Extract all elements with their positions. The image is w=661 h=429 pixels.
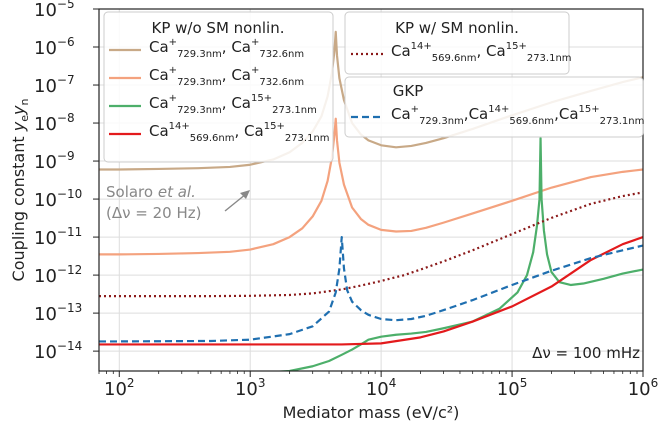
series-line-green (271, 137, 643, 371)
solaro-annotation: Solaro et al. (Δν = 20 Hz) (106, 183, 250, 222)
y-tick-label-7: 10−7 (34, 73, 75, 97)
legend-kp-without-sm: KP w/o SM nonlin. Ca+729.3nm, Ca+732.6nm… (103, 11, 334, 163)
legend2-box (344, 11, 570, 75)
annotation-arrowhead (240, 190, 250, 199)
x-tick-label-1: 103 (235, 376, 266, 400)
legend1-entry-0: Ca+729.3nm, Ca+732.6nm (149, 37, 304, 60)
y-tick-label-4: 10−10 (34, 187, 82, 211)
x-tick-label-3: 105 (497, 376, 528, 400)
legend1-entry-3: Ca14+569.6nm, Ca15+273.1nm (149, 121, 330, 144)
legend1-entry-1: Ca+729.3nm, Ca+732.6nm (149, 65, 304, 88)
legend3-title: GKP (393, 82, 424, 100)
y-tick-label-2: 10−12 (34, 263, 82, 287)
plot-frame (98, 8, 644, 372)
y-tick-label-1: 10−13 (34, 301, 82, 325)
legend-kp-with-sm: KP w/ SM nonlin. Ca14+569.6nm, Ca15+273.… (344, 11, 572, 75)
series-line-red (99, 236, 643, 346)
y-axis: 10−14 10−13 10−12 10−11 10−10 10−9 10−8 10−7 10−… (34, 0, 99, 363)
x-axis-label: Mediator mass (eV/c²) (283, 403, 460, 422)
legend1-title: KP w/o SM nonlin. (152, 19, 285, 37)
y-tick-label-5: 10−9 (34, 149, 75, 173)
legend3-box (344, 76, 644, 138)
delta-nu-label: Δν = 100 mHz (532, 344, 640, 362)
legend2-entry-0: Ca14+569.6nm, Ca15+273.1nm (391, 41, 572, 64)
y-axis-label: Coupling constant yeyn (9, 99, 31, 282)
x-tick-label-0: 102 (104, 376, 135, 400)
y-tick-label-3: 10−11 (34, 225, 82, 249)
x-axis: 102 103 104 105 106 (98, 371, 659, 400)
annotation-line1: Solaro et al. (106, 183, 196, 201)
legend-gkp: GKP Ca+729.3nm,Ca14+569.6nm,Ca15+273.1nm (344, 76, 644, 138)
legend1-box (103, 11, 334, 163)
legend3-entry-0: Ca+729.3nm,Ca14+569.6nm,Ca15+273.1nm (391, 104, 644, 127)
series-line-salmon (99, 117, 643, 256)
series-line-blue (99, 235, 643, 343)
x-tick-label-2: 104 (366, 376, 397, 400)
y-tick-label-6: 10−8 (34, 111, 75, 135)
series-line-maroon (99, 191, 643, 298)
y-tick-label-9: 10−5 (34, 0, 75, 21)
legend2-title: KP w/ SM nonlin. (395, 19, 519, 37)
x-tick-label-4: 106 (628, 376, 659, 400)
y-tick-label-8: 10−6 (34, 35, 75, 59)
annotation-line2: (Δν = 20 Hz) (106, 204, 201, 222)
y-tick-label-0: 10−14 (34, 339, 82, 363)
annotation-arrow (224, 193, 247, 212)
legend1-entry-2: Ca+729.3nm, Ca15+273.1nm (149, 93, 317, 116)
